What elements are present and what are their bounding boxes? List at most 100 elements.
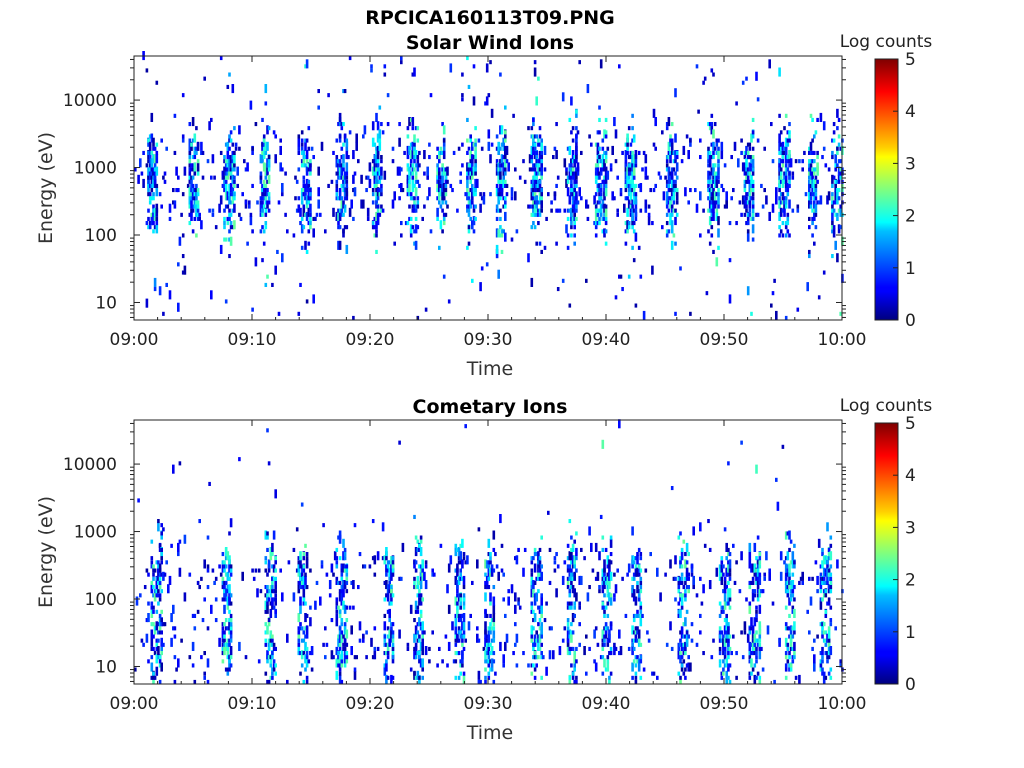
- spectrogram-cell: [312, 216, 315, 221]
- spectrogram-cell: [241, 192, 244, 197]
- spectrogram-cell: [533, 167, 537, 172]
- spectrogram-cell: [206, 159, 210, 164]
- spectrogram-cell: [409, 192, 413, 197]
- spectrogram-cell: [305, 552, 309, 557]
- spectrogram-cell: [304, 188, 307, 193]
- spectrogram-cell: [462, 585, 466, 590]
- spectrogram-cell: [391, 642, 395, 647]
- spectrogram-cell: [603, 192, 606, 197]
- spectrogram-cell: [309, 221, 312, 226]
- spectrogram-cell: [603, 658, 606, 668]
- spectrogram-cell: [779, 175, 783, 180]
- spectrogram-cell: [781, 163, 785, 168]
- spectrogram-cell: [811, 221, 814, 226]
- spectrogram-cell: [687, 552, 690, 557]
- spectrogram-cell: [670, 170, 674, 180]
- spectrogram-cell: [689, 662, 692, 672]
- spectrogram-cell: [267, 642, 271, 647]
- spectrogram-cell: [778, 638, 781, 643]
- spectrogram-cell: [755, 568, 758, 573]
- spectrogram-cell: [264, 221, 268, 226]
- spectrogram-cell: [679, 679, 682, 684]
- spectrogram-cell: [414, 634, 418, 639]
- spectrogram-cell: [741, 655, 745, 660]
- spectrogram-cell: [297, 651, 301, 656]
- spectrogram-cell: [224, 588, 228, 598]
- spectrogram-cell: [304, 138, 307, 143]
- spectrogram-cell: [753, 572, 757, 577]
- spectrogram-cell: [684, 552, 687, 557]
- spectrogram-cell: [190, 211, 193, 221]
- spectrogram-cell: [672, 208, 676, 213]
- spectrogram-cell: [814, 203, 818, 213]
- spectrogram-cell: [514, 604, 517, 614]
- spectrogram-cell: [626, 183, 629, 188]
- spectrogram-cell: [756, 97, 760, 102]
- spectrogram-cell: [487, 675, 491, 680]
- spectrogram-cell: [530, 663, 534, 668]
- spectrogram-cell: [826, 560, 829, 565]
- spectrogram-cell: [378, 129, 382, 139]
- spectrogram-cell: [424, 564, 428, 569]
- spectrogram-cell: [680, 576, 684, 581]
- spectrogram-cell: [537, 179, 540, 184]
- spectrogram-cell: [139, 593, 142, 598]
- spectrogram-cell: [335, 158, 339, 168]
- spectrogram-cell: [575, 109, 578, 114]
- spectrogram-cell: [489, 642, 492, 647]
- spectrogram-cell: [707, 170, 710, 180]
- spectrogram-cell: [836, 200, 839, 205]
- spectrogram-cell: [748, 208, 752, 213]
- spectrogram-cell: [756, 560, 760, 565]
- spectrogram-cell: [708, 155, 712, 160]
- spectrogram-cell: [590, 542, 593, 552]
- spectrogram-cell: [162, 622, 165, 627]
- spectrogram-cell: [457, 560, 461, 565]
- spectrogram-cell: [596, 142, 600, 147]
- spectrogram-cell: [330, 618, 334, 623]
- spectrogram-cell: [834, 163, 837, 168]
- spectrogram-cell: [685, 638, 689, 643]
- spectrogram-cell: [267, 200, 271, 205]
- spectrogram-cell: [632, 192, 636, 197]
- spectrogram-cell: [190, 192, 193, 197]
- spectrogram-cell: [340, 167, 344, 172]
- spectrogram-cell: [246, 241, 249, 246]
- spectrogram-cell: [746, 633, 750, 643]
- spectrogram-cell: [271, 667, 274, 672]
- spectrogram-cell: [419, 613, 423, 618]
- spectrogram-cell: [722, 572, 725, 577]
- spectrogram-cell: [411, 178, 415, 188]
- spectrogram-cell: [160, 646, 163, 651]
- spectrogram-cell: [781, 200, 785, 205]
- spectrogram-cell: [561, 575, 565, 585]
- spectrogram-cell: [390, 564, 393, 569]
- spectrogram-cell: [327, 93, 330, 98]
- spectrogram-cell: [272, 663, 276, 668]
- spectrogram-cell: [535, 196, 538, 201]
- spectrogram-cell: [712, 141, 715, 151]
- spectrogram-cell: [624, 179, 628, 184]
- spectrogram-cell: [492, 596, 496, 606]
- spectrogram-cell: [781, 221, 785, 226]
- spectrogram-cell: [761, 589, 765, 594]
- spectrogram-cell: [271, 585, 274, 590]
- spectrogram-cell: [779, 159, 783, 164]
- spectrogram-cell: [500, 568, 504, 573]
- spectrogram-cell: [469, 188, 472, 193]
- spectrogram-cell: [233, 167, 236, 172]
- spectrogram-cell: [798, 674, 801, 684]
- spectrogram-cell: [594, 662, 598, 672]
- spectrogram-cell: [533, 208, 537, 213]
- spectrogram-cell: [413, 155, 416, 160]
- spectrogram-cell: [537, 188, 540, 193]
- spectrogram-cell: [604, 221, 608, 226]
- spectrogram-cell: [259, 589, 263, 594]
- spectrogram-cell: [406, 642, 410, 647]
- spectrogram-cell: [494, 671, 497, 676]
- spectrogram-cell: [811, 233, 814, 238]
- spectrogram-cell: [609, 552, 613, 557]
- spectrogram-cell: [670, 167, 674, 172]
- spectrogram-cell: [267, 559, 271, 569]
- spectrogram-cell: [599, 171, 603, 176]
